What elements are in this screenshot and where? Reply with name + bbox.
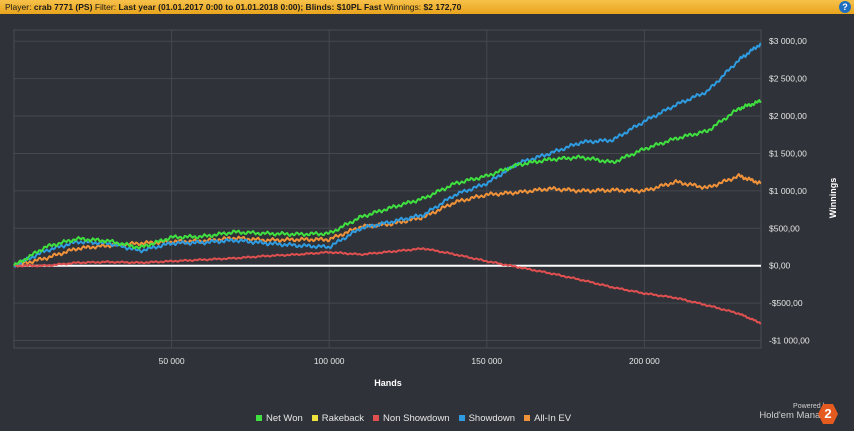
- winnings-chart: -$1 000,00 -$500,00 $0,00 $500,00 $1 000,00 $…: [13, 29, 838, 388]
- x-tick-label: 150 000: [471, 356, 502, 366]
- chart-legend: Net Won Rakeback Non Showdown Showdown All-I…: [256, 413, 580, 424]
- x-axis-label: Hands: [374, 378, 402, 388]
- legend-label: All-In EV: [534, 413, 572, 424]
- y-tick-label: $0,00: [769, 261, 791, 271]
- y-tick-label: $500,00: [769, 223, 800, 233]
- legend-swatch: [458, 415, 465, 421]
- chart-series: [13, 42, 762, 325]
- x-tick-label: 50 000: [159, 356, 185, 366]
- filter-label: Filter:: [94, 2, 117, 12]
- powered-by-text: Powered by: [793, 403, 830, 410]
- legend-item-non-showdown[interactable]: Non Showdown: [373, 413, 450, 424]
- y-tick-label: $1 000,00: [769, 186, 807, 196]
- x-axis-ticks: 50 000 100 000 150 000 200 000: [159, 356, 660, 366]
- legend-swatch: [373, 415, 380, 421]
- series-line-non-showdown: [13, 247, 762, 325]
- legend-item-rakeback[interactable]: Rakeback: [311, 413, 365, 424]
- y-tick-label: $2 000,00: [769, 111, 807, 121]
- y-tick-label: $2 500,00: [769, 74, 807, 84]
- branding: Powered by Hold'em Manager: [759, 403, 834, 421]
- legend-item-showdown[interactable]: Showdown: [458, 413, 516, 424]
- y-tick-label: -$1 000,00: [769, 336, 810, 346]
- legend-swatch: [524, 415, 531, 421]
- legend-item-all-in-ev[interactable]: All-In EV: [524, 413, 571, 424]
- legend-label: Rakeback: [321, 413, 365, 424]
- plot-frame: [13, 29, 762, 349]
- winnings-value: $2 172,70: [423, 2, 462, 12]
- player-label: Player:: [5, 2, 32, 12]
- chart-grid: [13, 29, 762, 349]
- legend-label: Net Won: [266, 413, 303, 424]
- legend-label: Showdown: [468, 413, 516, 424]
- filter-bar: Player: crab 7771 (PS) Filter: Last year…: [0, 0, 854, 14]
- x-tick-label: 100 000: [314, 356, 345, 366]
- series-line-showdown: [13, 42, 762, 268]
- y-tick-label: -$500,00: [769, 298, 803, 308]
- y-tick-label: $3 000,00: [769, 36, 807, 46]
- y-axis-label: Winnings: [828, 178, 838, 218]
- series-line-net-won: [13, 99, 762, 267]
- y-tick-label: $1 500,00: [769, 148, 807, 158]
- player-value: crab 7771 (PS): [33, 2, 93, 12]
- hm2-logo-icon: 2: [818, 404, 838, 424]
- winnings-label: Winnings:: [383, 2, 422, 12]
- series-line-all-in-ev: [13, 173, 762, 268]
- product-name: Hold'em Manager: [759, 410, 834, 421]
- legend-swatch: [256, 415, 262, 421]
- y-axis-ticks: -$1 000,00 -$500,00 $0,00 $500,00 $1 000,00 $…: [769, 36, 810, 345]
- legend-label: Non Showdown: [383, 413, 450, 424]
- filter-value: Last year (01.01.2017 0:00 to 01.01.2018…: [118, 2, 382, 12]
- help-icon[interactable]: ?: [839, 1, 851, 13]
- legend-item-net-won[interactable]: Net Won: [256, 413, 303, 424]
- x-tick-label: 200 000: [629, 356, 660, 366]
- legend-swatch: [311, 415, 318, 421]
